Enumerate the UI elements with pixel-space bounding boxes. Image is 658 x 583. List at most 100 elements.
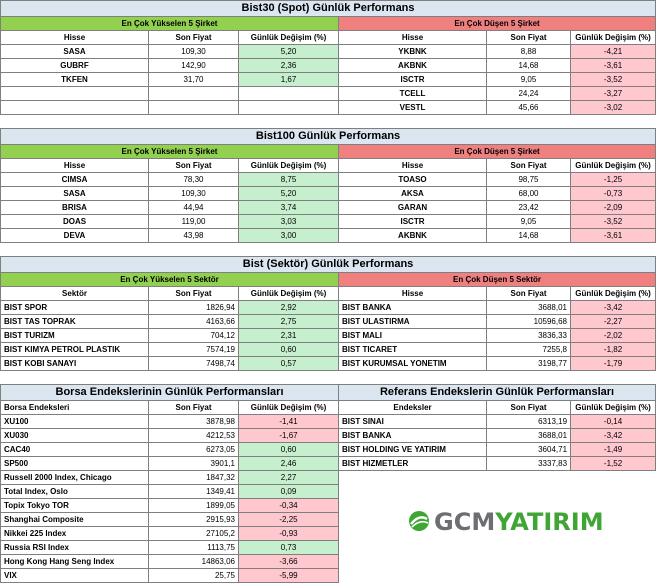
- stock-price: 43,98: [148, 228, 239, 243]
- index-name: XU100: [0, 414, 149, 429]
- sector-name: BIST TICARET: [338, 342, 487, 357]
- sector-price: 3198,77: [486, 356, 571, 371]
- sector-name: BIST KURUMSAL YONETIM: [338, 356, 487, 371]
- bist30-title: Bist30 (Spot) Günlük Performans: [0, 0, 657, 17]
- stock-price: [148, 100, 239, 115]
- index-change: -3,66: [237, 554, 340, 569]
- col-header-price: Son Fiyat: [148, 30, 239, 45]
- table-row: CAC40 6273,05 0,60 BIST HOLDING VE YATIR…: [0, 442, 657, 457]
- sector-down-header: En Çok Düşen 5 Sektör: [337, 272, 657, 287]
- stock-price: 142,90: [148, 58, 239, 73]
- table-row: Russia RSI Index 1113,75 0,73: [0, 540, 656, 555]
- sector-change: 2,75: [238, 314, 339, 329]
- index-price: 2915,93: [148, 512, 239, 527]
- stock-name: GARAN: [338, 200, 487, 215]
- col-header-price: Son Fiyat: [148, 158, 239, 173]
- stock-change: 3,03: [238, 214, 339, 229]
- stock-price: 109,30: [148, 44, 239, 59]
- stock-name: BRISA: [0, 200, 149, 215]
- bist100-up-header: En Çok Yükselen 5 Şirket: [0, 144, 339, 159]
- sector-name: BIST TURIZM: [0, 328, 149, 343]
- stock-change: 5,20: [238, 44, 339, 59]
- stock-name: AKBNK: [338, 228, 487, 243]
- col-header-price: Son Fiyat: [486, 158, 571, 173]
- col-header-price: Son Fiyat: [486, 30, 571, 45]
- sector-change: -2,02: [569, 328, 657, 343]
- gcm-logo-mark-icon: [409, 511, 429, 531]
- bist30-table: Bist30 (Spot) Günlük Performans En Çok Y…: [0, 0, 657, 115]
- sector-table: Bist (Sektör) Günlük Performans En Çok Y…: [0, 256, 657, 371]
- index-price: 1113,75: [148, 540, 239, 555]
- table-row: Russell 2000 Index, Chicago 1847,32 2,27: [0, 470, 656, 485]
- index-price: 1847,32: [148, 470, 239, 485]
- table-row: SASA 109,30 5,20 YKBNK 8,88 -4,21: [0, 44, 657, 59]
- col-header-price: Son Fiyat: [148, 400, 239, 415]
- stock-name: [0, 86, 149, 101]
- stock-price: 24,24: [486, 86, 571, 101]
- bist100-down-header: En Çok Düşen 5 Şirket: [337, 144, 657, 159]
- stock-change: -3,61: [569, 228, 657, 243]
- stock-name: ISCTR: [338, 214, 487, 229]
- index-change: 0,73: [237, 540, 340, 555]
- table-row: BIST KIMYA PETROL PLASTIK 7574,19 0,60 B…: [0, 342, 657, 357]
- col-header-change: Günlük Değişim (%): [569, 30, 657, 45]
- stock-change: 1,67: [238, 72, 339, 87]
- stock-name: TCELL: [338, 86, 487, 101]
- ref-index-change: -1,49: [570, 442, 657, 457]
- col-header-change: Günlük Değişim (%): [570, 400, 657, 415]
- index-name: Total Index, Oslo: [0, 484, 149, 499]
- table-row: Nikkei 225 Index 27105,2 -0,93: [0, 526, 656, 541]
- table-row: VESTL 45,66 -3,02: [0, 100, 657, 115]
- sector-price: 7255,8: [486, 342, 571, 357]
- col-header-change: Günlük Değişim (%): [238, 286, 339, 301]
- stock-name: CIMSA: [0, 172, 149, 187]
- table-row: BIST KOBI SANAYI 7498,74 0,57 BIST KURUM…: [0, 356, 657, 371]
- stock-change: [238, 100, 339, 115]
- sector-price: 10596,68: [486, 314, 571, 329]
- table-row: GUBRF 142,90 2,36 AKBNK 14,68 -3,61: [0, 58, 657, 73]
- sector-price: 7574,19: [148, 342, 239, 357]
- col-header-change: Günlük Değişim (%): [238, 158, 339, 173]
- stock-price: 14,68: [486, 58, 571, 73]
- stock-price: 44,94: [148, 200, 239, 215]
- stock-change: -3,52: [569, 72, 657, 87]
- stock-name: GUBRF: [0, 58, 149, 73]
- ref-index-price: 3337,83: [486, 456, 572, 471]
- index-name: XU030: [0, 428, 149, 443]
- sector-name: BIST KIMYA PETROL PLASTIK: [0, 342, 149, 357]
- stock-name: YKBNK: [338, 44, 487, 59]
- sector-name: BIST MALI: [338, 328, 487, 343]
- sector-name: BIST KOBI SANAYI: [0, 356, 149, 371]
- gcm-yatirim-logo: GCMYATIRIM: [408, 506, 604, 538]
- table-row: CIMSA 78,30 8,75 TOASO 98,75 -1,25: [0, 172, 657, 187]
- index-price: 3901,1: [148, 456, 239, 471]
- stock-change: -3,61: [569, 58, 657, 73]
- stock-change: -1,25: [569, 172, 657, 187]
- sector-change: 2,31: [238, 328, 339, 343]
- col-header-change: Günlük Değişim (%): [237, 400, 340, 415]
- bist30-up-header: En Çok Yükselen 5 Şirket: [0, 16, 339, 31]
- stock-name: VESTL: [338, 100, 487, 115]
- table-row: XU100 3878,98 -1,41 BIST SINAI 6313,19 -…: [0, 414, 657, 429]
- index-change: 0,60: [237, 442, 340, 457]
- table-row: TCELL 24,24 -3,27: [0, 86, 657, 101]
- col-header-change: Günlük Değişim (%): [569, 158, 657, 173]
- stock-name: [0, 100, 149, 115]
- table-row: Topix Tokyo TOR 1899,05 -0,34: [0, 498, 656, 513]
- logo-text-yatirim: YATIRIM: [495, 508, 604, 536]
- sector-change: 0,57: [238, 356, 339, 371]
- col-header-name: Sektör: [0, 286, 149, 301]
- sector-change: 0,60: [238, 342, 339, 357]
- stock-price: 68,00: [486, 186, 571, 201]
- table-row: BIST SPOR 1826,94 2,92 BIST BANKA 3688,0…: [0, 300, 657, 315]
- stock-change: 2,36: [238, 58, 339, 73]
- index-price: 27105,2: [148, 526, 239, 541]
- col-header-name: Endeksler: [338, 400, 488, 415]
- sector-name: BIST SPOR: [0, 300, 149, 315]
- index-price: 6273,05: [148, 442, 239, 457]
- sector-name: BIST ULASTIRMA: [338, 314, 487, 329]
- stock-change: -3,52: [569, 214, 657, 229]
- col-header-price: Son Fiyat: [486, 286, 571, 301]
- stock-name: AKSA: [338, 186, 487, 201]
- stock-price: 98,75: [486, 172, 571, 187]
